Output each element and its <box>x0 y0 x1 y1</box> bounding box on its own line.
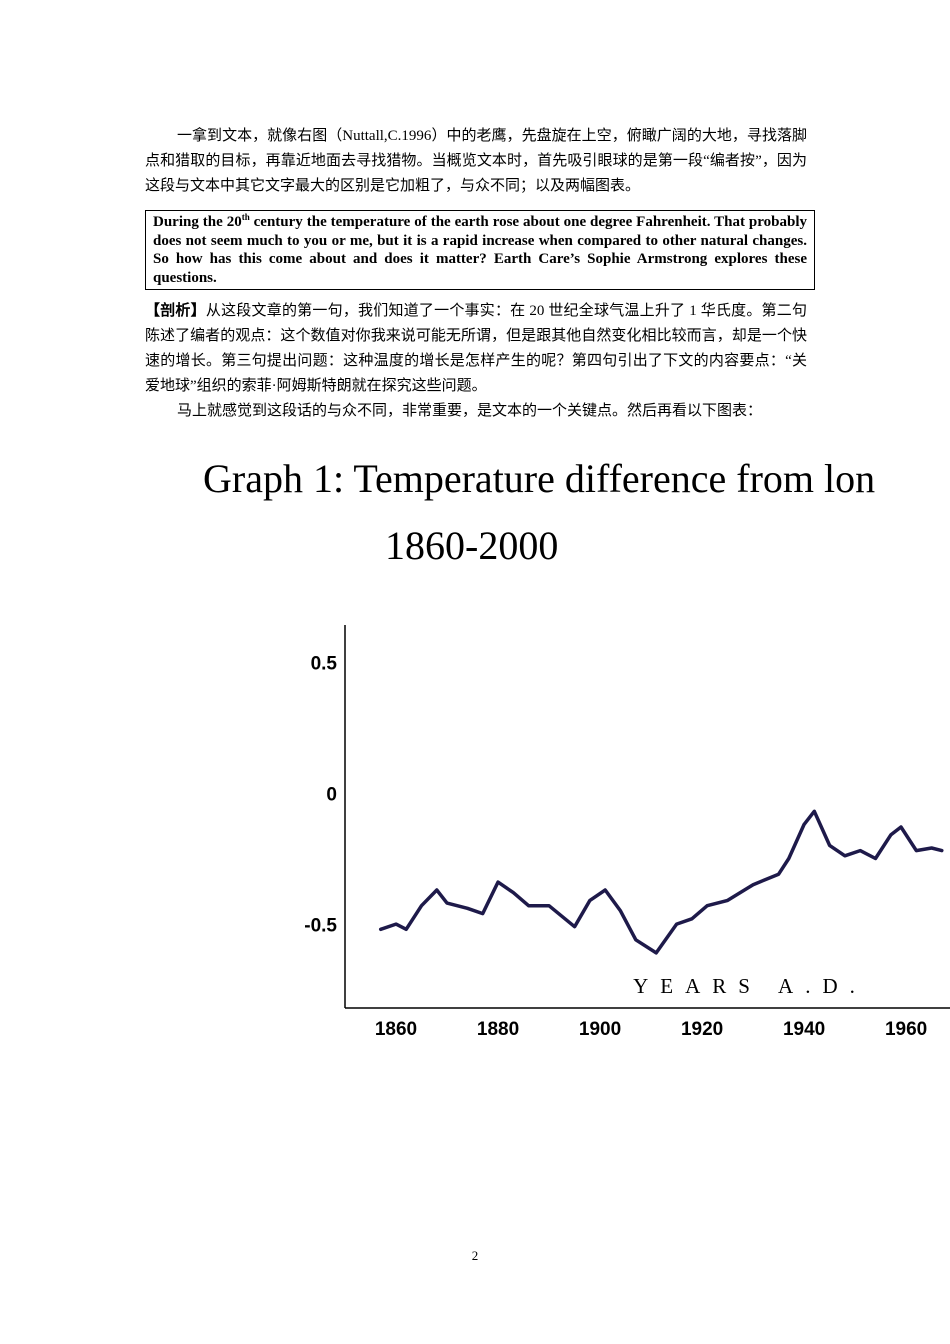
y-tick-label: 0.5 <box>311 653 338 674</box>
page-number: 2 <box>471 1248 479 1263</box>
x-tick-label: 1920 <box>681 1019 723 1040</box>
analysis-text: 从这段文章的第一句，我们知道了一个事实：在 20 世纪全球气温上升了 1 华氏度… <box>145 303 807 394</box>
note-text: century the temperature of the earth ros… <box>153 214 807 286</box>
data-line <box>378 809 944 955</box>
paragraph: 马上就感觉到这段话的与众不同，非常重要，是文本的一个关键点。然后再看以下图表： <box>177 403 763 419</box>
y-tick-label: 0 <box>326 785 337 806</box>
chart: Graph 1: Temperature difference from lon… <box>203 456 950 1040</box>
paragraph: 一拿到文本，就像右图（Nuttall,C.1996）中的老鹰，先盘旋在上空，俯瞰… <box>145 128 807 194</box>
x-tick-label: 1900 <box>579 1019 621 1040</box>
x-tick-label: 1940 <box>783 1019 825 1040</box>
chart-subtitle: 1860-2000 <box>385 523 558 568</box>
x-tick-label: 1860 <box>375 1019 417 1040</box>
editor-note-box: During the 20th century the temperature … <box>145 210 815 290</box>
paragraph: 【剖析】从这段文章的第一句，我们知道了一个事实：在 20 世纪全球气温上升了 1… <box>145 299 807 399</box>
chart-title: Graph 1: Temperature difference from lon <box>203 456 875 501</box>
note-superscript: th <box>241 212 250 222</box>
x-axis-label: YEARS A.D. <box>633 974 867 998</box>
x-tick-label: 1880 <box>477 1019 519 1040</box>
x-tick-label: 1960 <box>885 1019 927 1040</box>
analysis-label: 【剖析】 <box>145 303 206 319</box>
note-text: During the 20 <box>153 214 242 230</box>
y-tick-label: -0.5 <box>304 916 337 937</box>
